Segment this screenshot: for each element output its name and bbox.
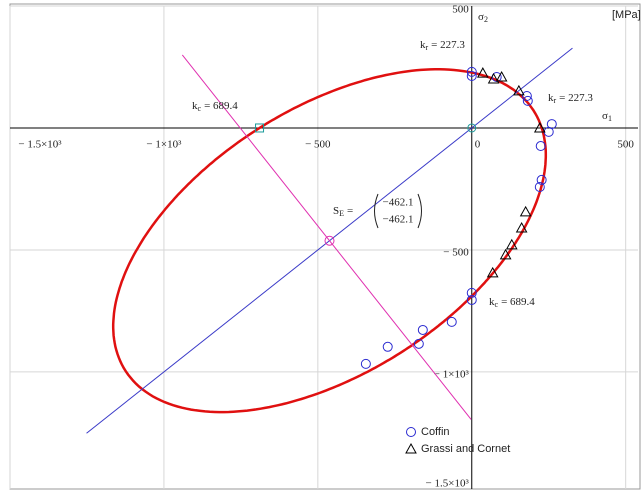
grassi-point [476, 67, 489, 78]
kc-marker [255, 123, 265, 133]
y-tick-label: − 1.5×10³ [426, 478, 470, 490]
coffin-point [466, 294, 477, 305]
coffin-point [417, 324, 428, 335]
x-axis-label-symbol: σ [602, 110, 608, 122]
grassi-point [486, 266, 499, 278]
grassi-point [533, 121, 546, 133]
grassi-point [519, 205, 532, 217]
x-tick-label: − 500 [305, 139, 331, 151]
y-axis-label-symbol: σ [478, 11, 484, 23]
se-annotation-subscript: E [339, 209, 344, 218]
kc-annotation-symbol: k [192, 100, 198, 112]
x-tick-label: − 1×10³ [146, 139, 182, 151]
se-value: −462.1 [383, 197, 414, 209]
center-marker [324, 235, 335, 246]
units-label: [MPa] [612, 9, 641, 21]
kr-annotation-symbol: k [548, 92, 554, 104]
y-tick-label: − 1×10³ [434, 368, 470, 380]
coffin-point [446, 316, 457, 327]
coffin-point [535, 141, 546, 152]
coffin-point [521, 91, 532, 102]
kr-annotation-subscript: r [426, 43, 429, 52]
matrix-bracket [374, 193, 422, 229]
kr-annotation: kr = 227.3 [420, 39, 465, 52]
origin-marker [467, 123, 477, 133]
coffin-point [360, 358, 371, 369]
kr-annotation-text: = 227.3 [559, 92, 593, 104]
y-tick-label: − 500 [443, 246, 469, 258]
kc-annotation-text: = 689.4 [501, 296, 535, 308]
strength-ellipse [111, 68, 548, 414]
kr-annotation: kr = 227.3 [548, 92, 593, 105]
kr-annotation-symbol: k [420, 39, 426, 51]
grassi-point [505, 238, 518, 250]
grassi-point [515, 221, 528, 233]
legend-label: Grassi and Cornet [421, 443, 510, 455]
x-axis-label: σ1 [602, 110, 612, 123]
y-axis-label-subscript: 2 [484, 15, 488, 24]
coffin-point [466, 71, 477, 82]
legend-marker [405, 442, 417, 454]
kr-annotation-text: = 227.3 [431, 39, 465, 51]
y-axis-label: σ2 [478, 11, 488, 24]
grassi-point [487, 72, 500, 84]
grassi-point [513, 84, 525, 96]
kc-annotation: kc = 689.4 [192, 100, 238, 113]
coffin-point [534, 182, 545, 193]
kc-annotation-subscript: c [198, 104, 202, 113]
coffin-point [536, 174, 547, 185]
coffin-point [413, 338, 424, 349]
grassi-point [495, 70, 508, 82]
grassi-point [499, 248, 512, 260]
x-tick-label: 0 [475, 139, 481, 151]
kc-annotation-text: = 689.4 [204, 100, 238, 112]
kc-annotation: kc = 689.4 [489, 296, 535, 309]
y-tick-label: 500 [452, 4, 469, 16]
legend-marker [406, 427, 416, 437]
kc-annotation-symbol: k [489, 296, 495, 308]
se-annotation-symbol: S [333, 205, 339, 217]
x-tick-label: 500 [617, 139, 634, 151]
x-tick-label: − 1.5×10³ [18, 139, 62, 151]
se-annotation: SE = [333, 205, 353, 218]
kc-annotation-subscript: c [495, 300, 499, 309]
coffin-point [466, 66, 477, 77]
legend-label: Coffin [421, 426, 450, 438]
coffin-point [466, 287, 477, 298]
x-axis-label-subscript: 1 [608, 114, 612, 123]
se-value: −462.1 [383, 214, 414, 226]
plot-frame [9, 3, 641, 490]
kr-annotation-subscript: r [554, 96, 557, 105]
coffin-point [382, 341, 393, 352]
se-annotation-text: = [347, 205, 353, 217]
coffin-point [522, 95, 533, 106]
